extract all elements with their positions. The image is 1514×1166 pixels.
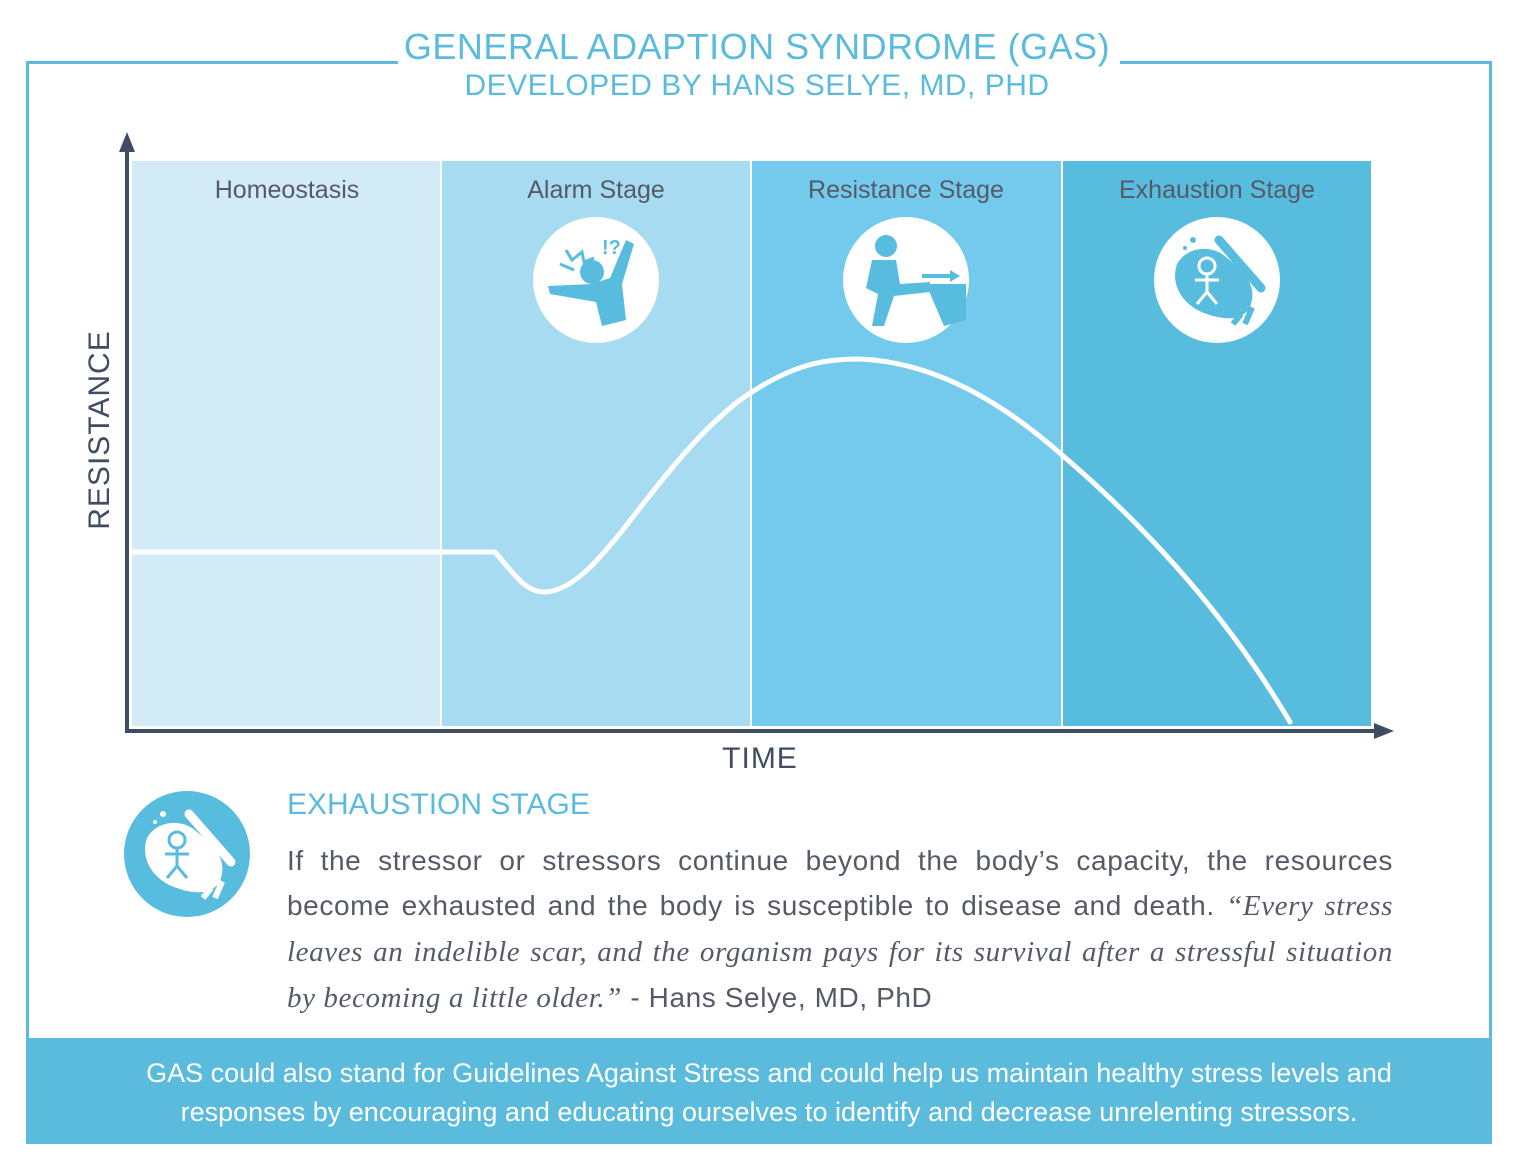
- footer-text: GAS could also stand for Guidelines Agai…: [146, 1058, 1392, 1127]
- stage-band-homeostasis: [132, 161, 441, 726]
- person-pushing-icon: [843, 217, 969, 343]
- description-quote: “Every stress leaves an indelible scar, …: [287, 890, 1394, 1014]
- stage-label-alarm: Alarm Stage: [527, 176, 665, 204]
- stage-label-exhaustion: Exhaustion Stage: [1119, 176, 1315, 204]
- title-gap: [398, 40, 1120, 80]
- y-axis-arrow: [119, 132, 135, 152]
- description-plain: If the stressor or stressors continue be…: [287, 845, 1393, 921]
- svg-text:!?: !?: [602, 237, 621, 259]
- page-subtitle: DEVELOPED BY HANS SELYE, MD, PHD: [464, 69, 1050, 102]
- x-axis-label: TIME: [722, 742, 798, 775]
- stage-label-homeostasis: Homeostasis: [214, 176, 360, 204]
- y-axis-label: RESISTANCE: [83, 330, 116, 530]
- footer-banner: GAS could also stand for Guidelines Agai…: [26, 1038, 1492, 1144]
- startled-person-icon: !?: [533, 217, 659, 343]
- exhausted-figure-icon: [1154, 217, 1280, 343]
- description-attribution: - Hans Selye, MD, PhD: [621, 982, 933, 1013]
- page-title: GENERAL ADAPTION SYNDROME (GAS): [403, 26, 1111, 67]
- stage-label-resistance: Resistance Stage: [808, 176, 1004, 204]
- description-text: If the stressor or stressors continue be…: [287, 838, 1393, 1021]
- exhausted-figure-icon: [124, 791, 250, 917]
- resistance-curve: [129, 356, 1293, 725]
- description-heading: EXHAUSTION STAGE: [287, 788, 590, 821]
- x-axis-arrow: [1374, 723, 1394, 739]
